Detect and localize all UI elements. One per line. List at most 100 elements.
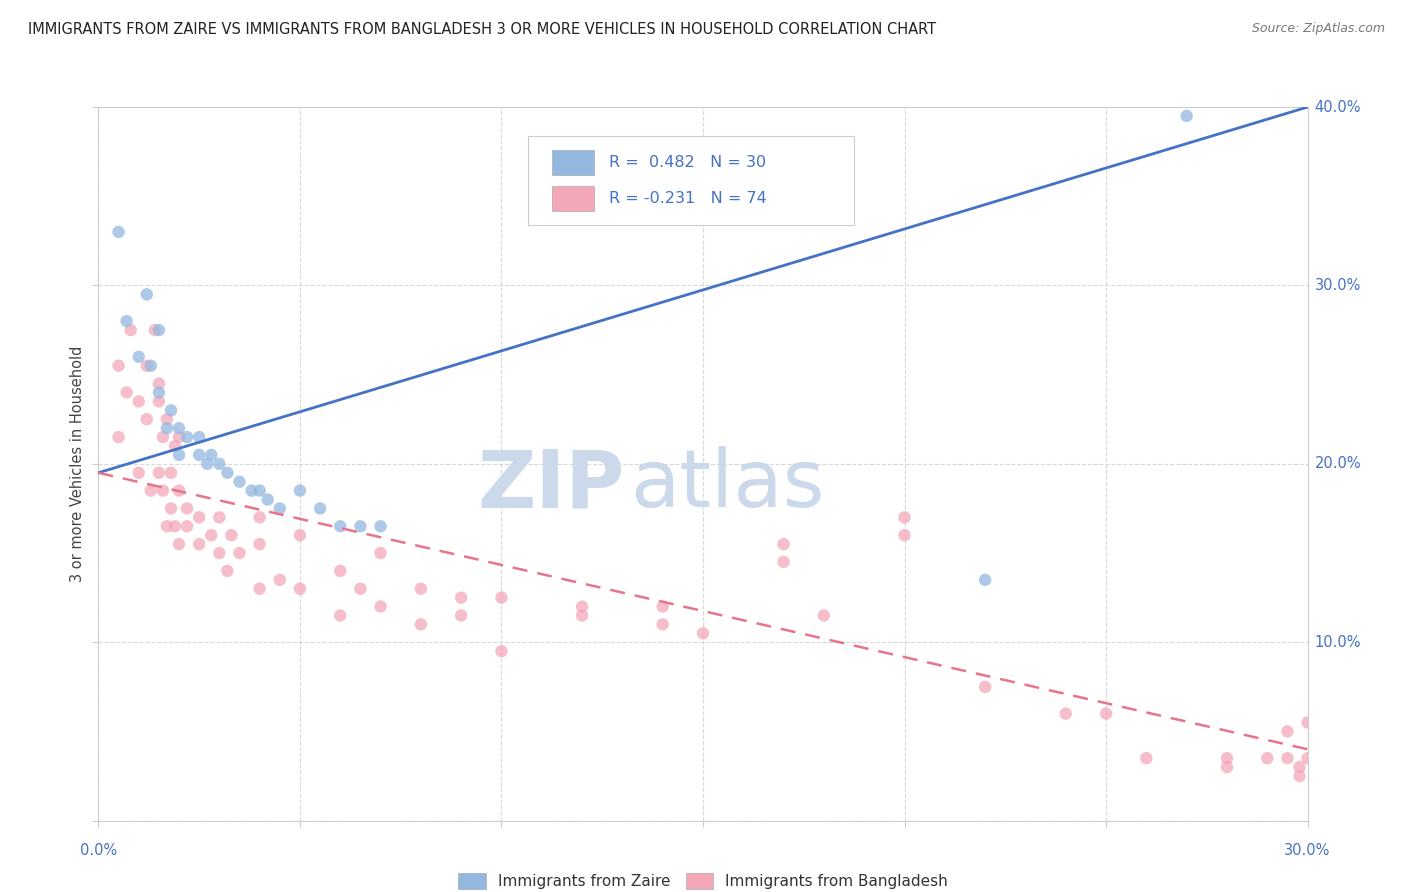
Y-axis label: 3 or more Vehicles in Household: 3 or more Vehicles in Household	[69, 346, 84, 582]
Point	[329, 564, 352, 578]
Point	[148, 376, 170, 391]
Point	[309, 501, 332, 516]
Point	[160, 403, 183, 417]
Point	[176, 501, 198, 516]
Point	[176, 430, 198, 444]
Point	[208, 510, 231, 524]
Point	[370, 546, 392, 560]
Point	[409, 617, 432, 632]
Point	[120, 323, 142, 337]
Point	[329, 608, 352, 623]
Point	[195, 457, 218, 471]
Point	[772, 537, 794, 551]
Point	[249, 582, 271, 596]
Point	[139, 359, 162, 373]
Point	[349, 582, 371, 596]
Point	[974, 573, 997, 587]
Point	[221, 528, 243, 542]
Point	[893, 510, 915, 524]
Point	[1288, 769, 1310, 783]
Point	[249, 510, 271, 524]
Point	[1288, 760, 1310, 774]
Text: 20.0%: 20.0%	[1315, 457, 1361, 471]
Point	[160, 466, 183, 480]
Point	[167, 483, 190, 498]
Point	[176, 519, 198, 533]
Point	[160, 501, 183, 516]
Point	[217, 466, 239, 480]
Point	[188, 510, 211, 524]
Point	[571, 608, 593, 623]
Point	[571, 599, 593, 614]
Point	[288, 483, 311, 498]
Point	[288, 582, 311, 596]
Point	[200, 448, 222, 462]
Point	[128, 394, 150, 409]
Point	[349, 519, 371, 533]
Point	[269, 501, 291, 516]
Point	[148, 323, 170, 337]
FancyBboxPatch shape	[527, 136, 855, 225]
Point	[208, 457, 231, 471]
Point	[107, 359, 129, 373]
Text: Source: ZipAtlas.com: Source: ZipAtlas.com	[1251, 22, 1385, 36]
Point	[107, 225, 129, 239]
Point	[893, 528, 915, 542]
Point	[217, 564, 239, 578]
Point	[167, 421, 190, 435]
Point	[163, 439, 186, 453]
Point	[249, 483, 271, 498]
Point	[188, 537, 211, 551]
Text: atlas: atlas	[630, 446, 825, 524]
Point	[1135, 751, 1157, 765]
Point	[167, 430, 190, 444]
Point	[249, 537, 271, 551]
Point	[200, 528, 222, 542]
Text: R = -0.231   N = 74: R = -0.231 N = 74	[609, 191, 766, 206]
Point	[139, 483, 162, 498]
Point	[651, 599, 673, 614]
Point	[167, 448, 190, 462]
Point	[491, 644, 513, 658]
Point	[188, 430, 211, 444]
Point	[256, 492, 278, 507]
Text: IMMIGRANTS FROM ZAIRE VS IMMIGRANTS FROM BANGLADESH 3 OR MORE VEHICLES IN HOUSEH: IMMIGRANTS FROM ZAIRE VS IMMIGRANTS FROM…	[28, 22, 936, 37]
FancyBboxPatch shape	[551, 186, 595, 211]
Point	[128, 350, 150, 364]
Point	[450, 608, 472, 623]
Point	[148, 394, 170, 409]
Point	[370, 599, 392, 614]
Point	[772, 555, 794, 569]
Text: 0.0%: 0.0%	[80, 843, 117, 858]
Point	[156, 412, 179, 426]
Point	[115, 385, 138, 400]
Point	[1296, 715, 1319, 730]
Point	[228, 546, 250, 560]
Point	[208, 546, 231, 560]
Text: 40.0%: 40.0%	[1315, 100, 1361, 114]
Point	[107, 430, 129, 444]
Point	[135, 359, 157, 373]
Point	[148, 385, 170, 400]
Text: R =  0.482   N = 30: R = 0.482 N = 30	[609, 154, 766, 169]
Point	[228, 475, 250, 489]
Point	[1175, 109, 1198, 123]
Text: 10.0%: 10.0%	[1315, 635, 1361, 649]
Point	[115, 314, 138, 328]
Point	[651, 617, 673, 632]
Point	[148, 466, 170, 480]
Point	[152, 483, 174, 498]
Point	[409, 582, 432, 596]
Point	[813, 608, 835, 623]
Point	[135, 412, 157, 426]
FancyBboxPatch shape	[551, 150, 595, 175]
Point	[152, 430, 174, 444]
Point	[1054, 706, 1077, 721]
Point	[1296, 751, 1319, 765]
Point	[370, 519, 392, 533]
Text: 30.0%: 30.0%	[1315, 278, 1361, 293]
Text: 30.0%: 30.0%	[1285, 843, 1330, 858]
Point	[1095, 706, 1118, 721]
Point	[240, 483, 263, 498]
Point	[128, 466, 150, 480]
